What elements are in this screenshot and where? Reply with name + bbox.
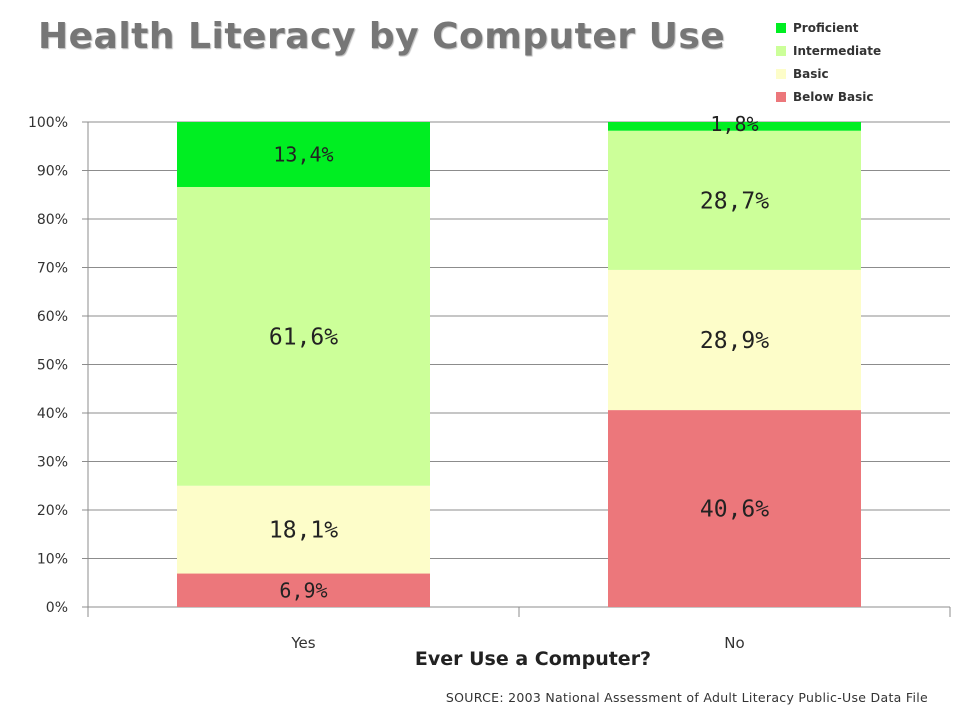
data-label: 1,8%	[710, 112, 758, 136]
legend-label: Proficient	[793, 20, 859, 35]
y-tick-label: 0%	[46, 600, 68, 616]
data-label: 28,7%	[700, 188, 769, 214]
data-label: 13,4%	[273, 142, 333, 166]
x-axis-label: Ever Use a Computer?	[414, 648, 652, 670]
legend-label: Basic	[793, 66, 829, 81]
data-label: 6,9%	[279, 578, 327, 602]
bar-segment	[177, 573, 430, 607]
data-label: 28,9%	[700, 328, 769, 354]
y-tick-label: 30%	[37, 455, 68, 471]
legend-item: Below Basic	[776, 85, 881, 108]
bar-segment	[177, 186, 430, 486]
bar-segment	[177, 485, 430, 574]
legend-label: Below Basic	[793, 89, 874, 104]
bar-segment	[608, 130, 861, 270]
legend-swatch	[776, 45, 786, 56]
data-label: 18,1%	[269, 518, 338, 544]
bar-segment	[608, 410, 861, 607]
bar-segment	[608, 122, 861, 131]
y-tick-label: 80%	[37, 212, 68, 228]
category-label: Yes	[290, 634, 315, 652]
legend-item: Basic	[776, 62, 881, 85]
y-tick-label: 100%	[28, 115, 68, 131]
legend-item: Intermediate	[776, 39, 881, 62]
data-label: 40,6%	[700, 497, 769, 523]
y-tick-label: 50%	[37, 358, 68, 374]
y-tick-label: 20%	[37, 503, 68, 519]
legend-swatch	[776, 91, 786, 102]
bar-segment	[177, 122, 430, 187]
legend-swatch	[776, 22, 786, 33]
source-note: SOURCE: 2003 National Assessment of Adul…	[445, 690, 928, 705]
y-tick-label: 90%	[37, 164, 68, 180]
category-label: No	[724, 634, 744, 652]
bar-segment	[608, 269, 861, 411]
legend-item: Proficient	[776, 16, 881, 39]
y-tick-label: 60%	[37, 309, 68, 325]
y-tick-label: 70%	[37, 261, 68, 277]
legend-label: Intermediate	[793, 43, 882, 58]
chart-title: Health Literacy by Computer Use	[38, 16, 726, 57]
data-label: 61,6%	[269, 324, 338, 350]
legend-swatch	[776, 68, 786, 79]
y-tick-label: 10%	[37, 552, 68, 568]
y-tick-label: 40%	[37, 406, 68, 422]
legend: Proficient Intermediate Basic Below Basic	[776, 16, 881, 108]
